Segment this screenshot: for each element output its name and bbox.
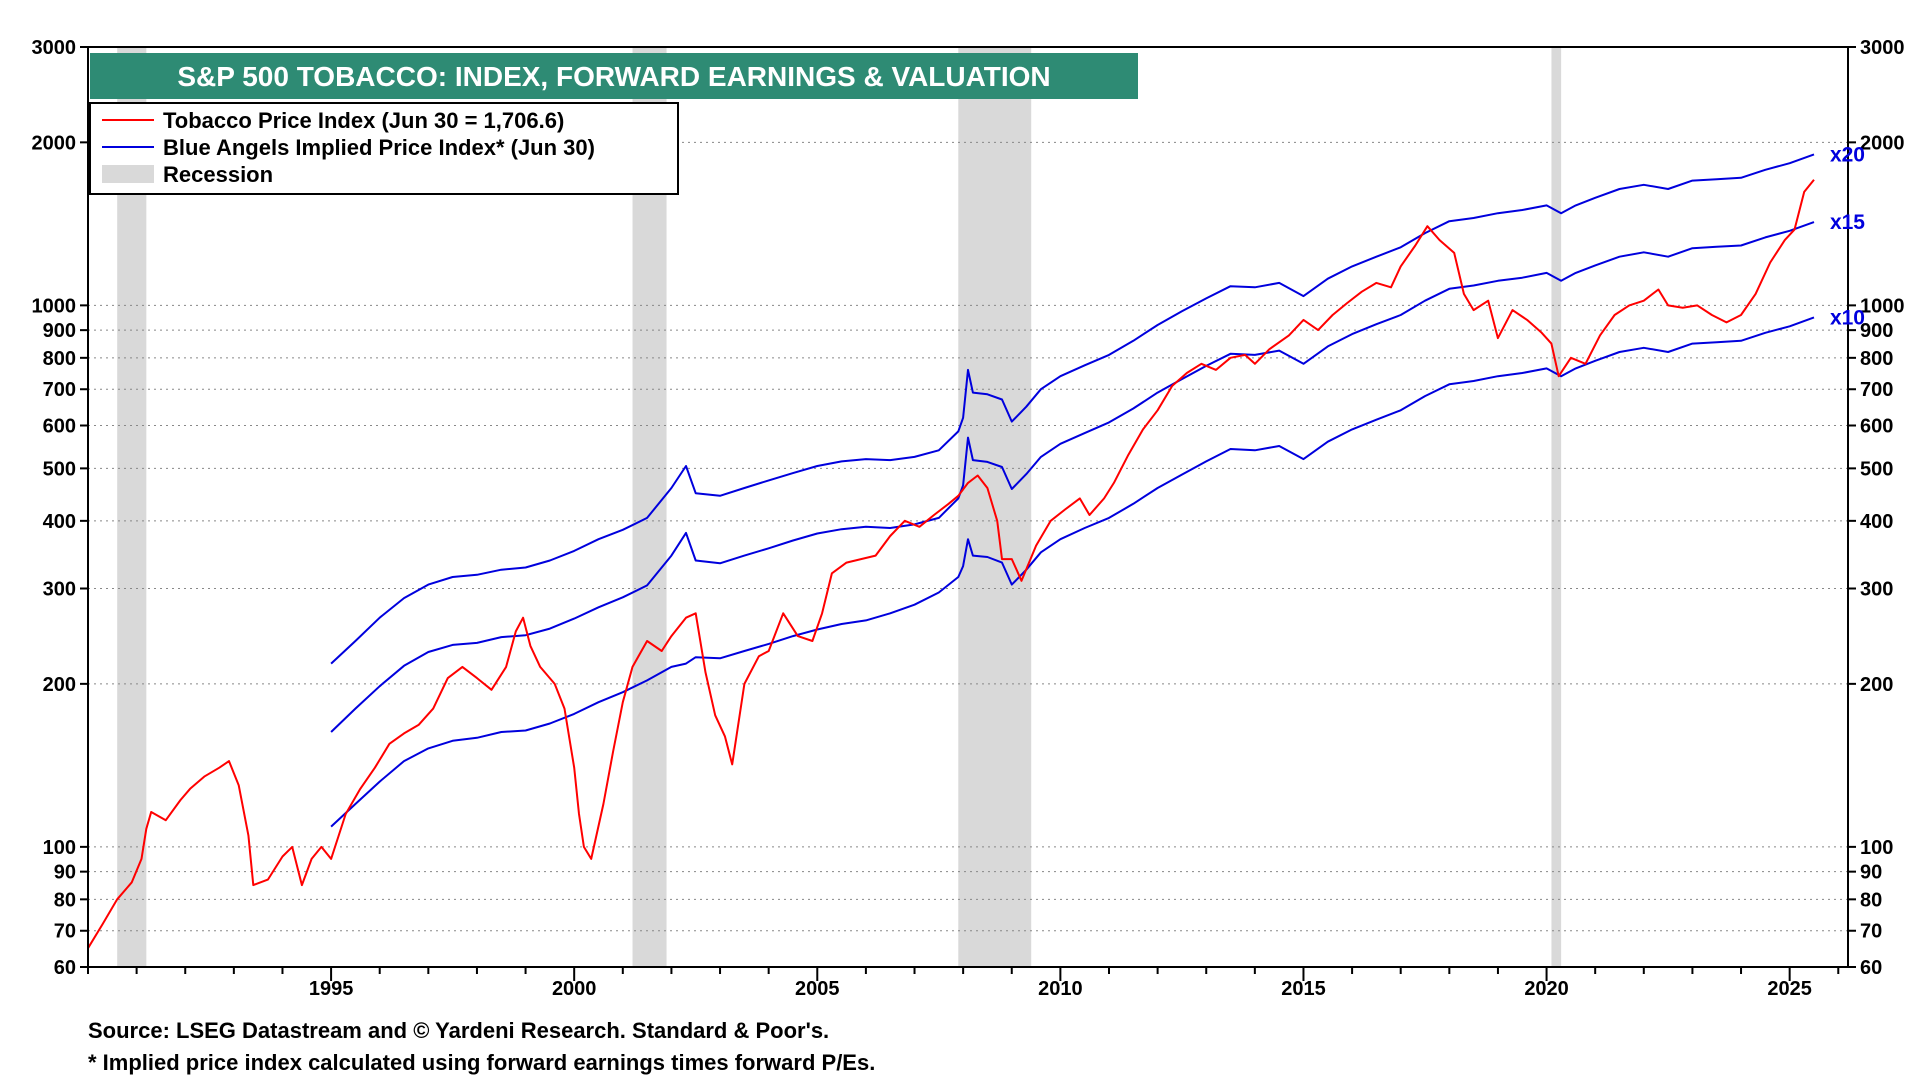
y-tick-label-right: 2000 xyxy=(1860,132,1905,154)
y-tick-label-right: 1000 xyxy=(1860,295,1905,317)
y-tick-label-left: 2000 xyxy=(32,132,77,154)
x-tick-label: 2015 xyxy=(1281,978,1326,1000)
y-tick-label-left: 300 xyxy=(43,579,76,601)
y-tick-label-left: 90 xyxy=(54,862,76,884)
recession-band xyxy=(632,47,667,967)
multiple-label-x20: x20 xyxy=(1830,143,1865,166)
y-tick-label-left: 800 xyxy=(43,348,76,370)
y-tick-label-right: 90 xyxy=(1860,862,1882,884)
y-tick-label-right: 600 xyxy=(1860,415,1893,437)
series-label-layer: x20 x15 x10 xyxy=(1830,143,1865,329)
y-tick-label-right: 400 xyxy=(1860,511,1893,533)
x-tick-label: 2020 xyxy=(1524,978,1569,1000)
tobacco-price-line xyxy=(87,179,1815,949)
series-layer xyxy=(87,153,1815,949)
y-tick-label-left: 3000 xyxy=(32,37,77,59)
multiple-label-x15: x15 xyxy=(1830,211,1865,234)
y-tick-label-left: 400 xyxy=(43,511,76,533)
legend-label-recession: Recession xyxy=(163,162,273,187)
multiple-label-x10: x10 xyxy=(1830,306,1865,329)
y-tick-label-left: 70 xyxy=(54,921,76,943)
legend-label-price: Tobacco Price Index (Jun 30 = 1,706.6) xyxy=(163,108,564,133)
legend: Tobacco Price Index (Jun 30 = 1,706.6) B… xyxy=(89,102,679,195)
y-tick-label-left: 600 xyxy=(43,415,76,437)
y-tick-label-right: 3000 xyxy=(1860,37,1905,59)
implied-footnote: * Implied price index calculated using f… xyxy=(88,1050,876,1075)
y-tick-label-left: 1000 xyxy=(32,295,77,317)
source-footnote: Source: LSEG Datastream and © Yardeni Re… xyxy=(88,1018,830,1043)
recession-layer xyxy=(117,47,1562,967)
implied-line-x20 xyxy=(330,153,1815,665)
y-tick-label-left: 80 xyxy=(54,889,76,911)
y-tick-label-left: 900 xyxy=(43,320,76,342)
y-tick-label-right: 200 xyxy=(1860,674,1893,696)
x-tick-label: 2005 xyxy=(795,978,840,1000)
y-tick-label-right: 100 xyxy=(1860,837,1893,859)
x-tick-layer: 1995 2000 2005 2010 2015 2020 2025 xyxy=(87,967,1840,1000)
legend-label-implied: Blue Angels Implied Price Index* (Jun 30… xyxy=(163,135,595,160)
y-tick-label-right: 70 xyxy=(1860,921,1882,943)
y-tick-layer: 60 60 70 70 80 80 90 90 100 100 200 200 300 300 400 400… xyxy=(32,37,1905,979)
y-tick-label-right: 800 xyxy=(1860,348,1893,370)
y-tick-label-right: 60 xyxy=(1860,957,1882,979)
y-tick-label-right: 900 xyxy=(1860,320,1893,342)
legend-box xyxy=(89,102,679,195)
y-tick-label-left: 60 xyxy=(54,957,76,979)
x-tick-label: 1995 xyxy=(309,978,354,1000)
recession-band xyxy=(1551,47,1562,967)
implied-line-x15 xyxy=(330,221,1815,733)
x-tick-label: 2025 xyxy=(1767,978,1812,1000)
implied-line-x10 xyxy=(330,316,1815,828)
recession-band xyxy=(958,47,1032,967)
y-tick-label-right: 80 xyxy=(1860,889,1882,911)
y-tick-label-left: 100 xyxy=(43,837,76,859)
recession-band xyxy=(117,47,147,967)
plot-frame xyxy=(87,46,1849,968)
x-tick-label: 2000 xyxy=(552,978,597,1000)
y-tick-label-right: 500 xyxy=(1860,458,1893,480)
y-tick-label-right: 700 xyxy=(1860,379,1893,401)
y-tick-label-left: 700 xyxy=(43,379,76,401)
x-tick-label: 2010 xyxy=(1038,978,1083,1000)
legend-swatch-recession xyxy=(102,165,154,183)
title-banner xyxy=(90,53,1138,99)
y-tick-label-right: 300 xyxy=(1860,579,1893,601)
y-tick-label-left: 500 xyxy=(43,458,76,480)
y-tick-label-left: 200 xyxy=(43,674,76,696)
chart-title: S&P 500 TOBACCO: INDEX, FORWARD EARNINGS… xyxy=(177,61,1050,92)
